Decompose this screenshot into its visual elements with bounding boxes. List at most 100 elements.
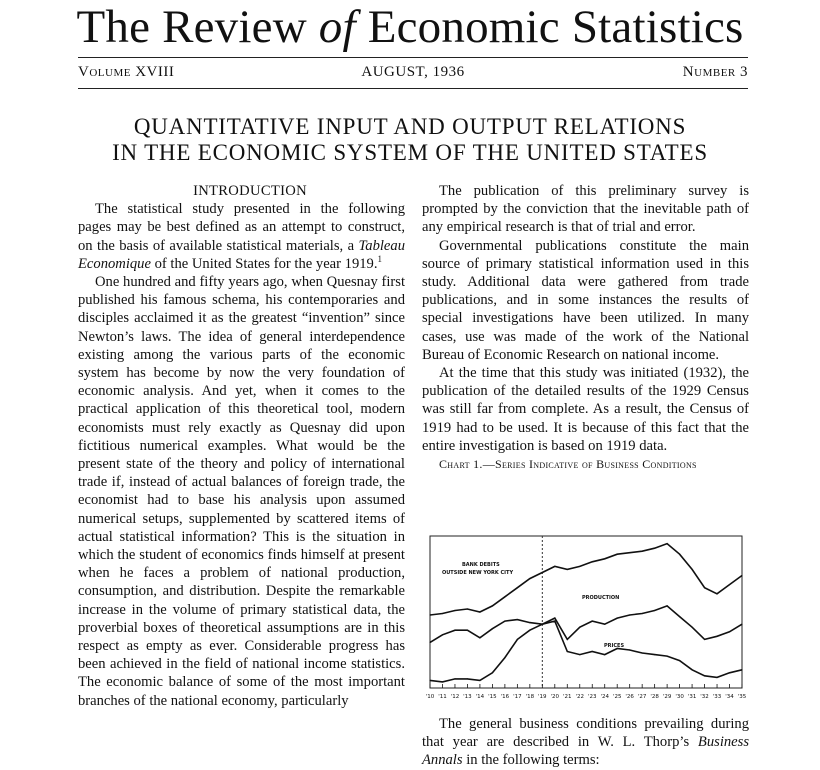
issue-date: AUGUST, 1936 [361,64,465,80]
chart-point [579,626,581,628]
chart-point [554,565,556,567]
chart-point [591,561,593,563]
footnote-ref[interactable]: 1 [377,253,383,264]
chart-point [466,629,468,631]
chart-point [479,637,481,639]
chart-point [728,584,731,586]
chart-point [529,578,531,580]
right-paragraph-3: At the time that this study was initiate… [422,365,749,454]
chart-point [716,635,718,637]
article-title-line-1: QUANTITATIVE INPUT AND OUTPUT RELATIONS [133,114,687,139]
chart-x-tick-label: '12 [451,694,460,700]
chart-point [516,638,518,640]
chart-point [654,609,656,612]
chart-point [566,568,568,570]
chart-x-tick-label: '13 [463,694,472,700]
chart-x-tick-label: '34 [725,694,734,700]
chart-point [641,652,643,654]
series-label-production: PRODUCTION [582,595,619,601]
chart-point [604,558,606,560]
series-label-bank-debits-2: OUTSIDE NEW YORK CITY [442,570,513,576]
masthead-title-pre: The Review [76,1,319,53]
chart-point [479,679,481,681]
chart-x-tick-label: '18 [526,694,535,700]
chart-svg: BANK DEBITS OUTSIDE NEW YORK CITY PRODUCTI… [426,535,747,700]
chart-point [691,669,693,671]
chart-x-tick-label: '16 [501,694,510,700]
chart-point [429,641,431,643]
chart-point [604,623,606,625]
chart-point [516,619,518,621]
chart-point [454,629,456,631]
chart-point [529,629,531,631]
right-paragraph-2: Governmental publications constitute the… [422,237,749,363]
chart-frame [429,535,743,689]
chart-x-tick-label: '24 [600,694,609,700]
chart-point [491,628,493,630]
chart-point [516,587,518,589]
right-column: The publication of this preliminary surv… [422,182,749,473]
chart-point [741,623,743,625]
chart-point [629,649,631,651]
chart-x-tick-label: '14 [476,694,485,700]
chart-x-tick-label: '30 [675,694,684,700]
chart-point [441,681,444,683]
chart-point [641,550,643,552]
chart-point [679,553,681,555]
series-label-bank-debits-1: BANK DEBITS [462,562,500,568]
chart-x-tick-label: '23 [588,694,597,700]
after-text: The general business conditions prevaili… [422,716,749,751]
chart-caption: Chart 1.—Series Indicative of Business C… [439,457,697,472]
chart-point [554,617,556,619]
business-conditions-chart: BANK DEBITS OUTSIDE NEW YORK CITY PRODUCTI… [422,528,750,708]
chart-x-tick-label: '20 [551,694,560,700]
chart-point [704,587,706,589]
chart-point [716,593,718,595]
chart-series-line-0 [429,542,743,616]
chart-x-tick-label: '29 [663,694,672,700]
chart-point [566,638,568,640]
intro-p1-text: The statistical study presented in the f… [78,201,405,254]
chart-point [616,617,618,619]
intro-paragraph-1: The statistical study presented in the f… [78,200,405,273]
chart-x-tick-label: '21 [563,694,572,700]
chart-x-tick-label: '27 [638,694,647,700]
chart-point [579,565,581,567]
chart-point [491,672,493,674]
chart-point [679,616,681,618]
chart-point [616,553,618,555]
right-paragraph-1: The publication of this preliminary surv… [422,183,749,236]
after-chart-text: The general business conditions prevaili… [422,715,749,770]
chart-x-tick-label: '33 [713,694,722,700]
after-chart-paragraph: The general business conditions prevaili… [422,715,749,770]
chart-x-tick-label: '10 [426,694,435,700]
chart-x-tick-label: '35 [738,694,747,700]
volume-label: Volume XVIII [78,64,175,80]
chart-point [629,614,631,616]
chart-point [504,596,506,598]
intro-p1-text-end: of the United States for the year 1919. [150,255,378,272]
series-label-prices: PRICES [604,643,624,649]
chart-point [741,574,743,577]
chart-point [441,634,444,636]
chart-point [666,655,668,657]
chart-point [466,678,468,680]
chart-point [529,622,531,624]
journal-masthead: The Review of Economic Statistics [0,0,820,54]
chart-point [591,650,593,653]
chart-point [629,552,631,554]
chart-x-tick-label: '32 [700,694,709,700]
masthead-rule-bottom [78,88,748,89]
chart-point [716,676,718,678]
masthead-title-post: Economic Statistics [355,1,744,53]
chart-point [666,605,668,607]
after-text-end: in the following terms: [462,752,600,769]
chart-point [654,654,656,656]
chart-point [579,654,581,656]
article-title-line-2: IN THE ECONOMIC SYSTEM OF THE UNITED STA… [112,140,708,165]
chart-point [641,612,643,615]
chart-x-tick-label: '31 [688,694,697,700]
chart-series-line-1 [429,604,743,644]
chart-point [591,620,593,622]
chart-x-tick-label: '19 [538,694,547,700]
